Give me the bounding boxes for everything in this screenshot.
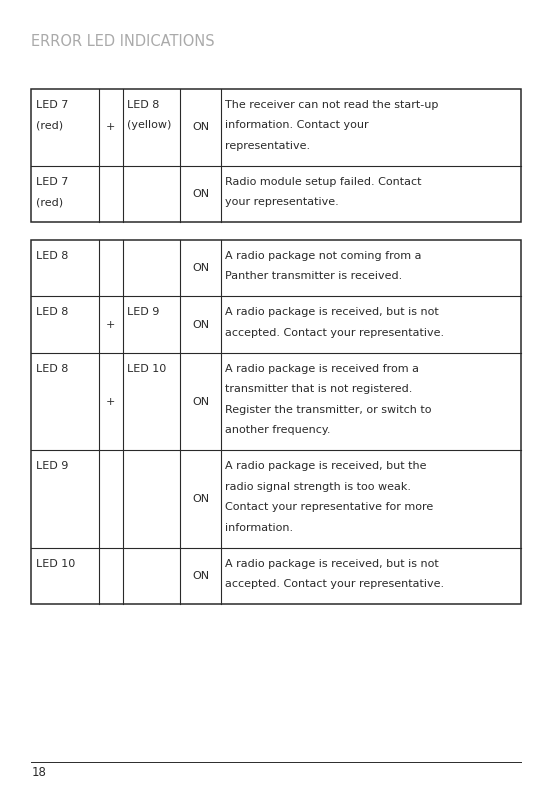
Text: Panther transmitter is received.: Panther transmitter is received. — [225, 271, 402, 281]
Text: LED 8: LED 8 — [36, 364, 68, 374]
Text: LED 8: LED 8 — [36, 251, 68, 261]
Text: Register the transmitter, or switch to: Register the transmitter, or switch to — [225, 405, 431, 415]
Text: ON: ON — [192, 320, 209, 329]
Text: Radio module setup failed. Contact: Radio module setup failed. Contact — [225, 177, 421, 187]
Text: The receiver can not read the start-up: The receiver can not read the start-up — [225, 100, 438, 110]
Text: +: + — [106, 320, 115, 329]
Text: your representative.: your representative. — [225, 197, 339, 208]
Text: ON: ON — [192, 571, 209, 581]
Bar — [31, 89, 521, 222]
Text: Contact your representative for more: Contact your representative for more — [225, 502, 433, 512]
Text: LED 10: LED 10 — [127, 364, 166, 374]
Text: another frequency.: another frequency. — [225, 425, 331, 435]
Text: LED 9: LED 9 — [36, 461, 68, 472]
Text: ON: ON — [192, 397, 209, 406]
Text: LED 8: LED 8 — [36, 307, 68, 318]
Text: 18: 18 — [31, 766, 46, 780]
Text: representative.: representative. — [225, 141, 310, 151]
Text: A radio package not coming from a: A radio package not coming from a — [225, 251, 421, 261]
Text: A radio package is received from a: A radio package is received from a — [225, 364, 419, 374]
Text: information.: information. — [225, 523, 293, 533]
Text: ERROR LED INDICATIONS: ERROR LED INDICATIONS — [31, 34, 215, 49]
Text: ON: ON — [192, 123, 209, 132]
Bar — [31, 240, 521, 604]
Text: LED 9: LED 9 — [127, 307, 159, 318]
Text: +: + — [106, 123, 115, 132]
Text: accepted. Contact your representative.: accepted. Contact your representative. — [225, 328, 444, 338]
Text: +: + — [106, 397, 115, 406]
Text: radio signal strength is too weak.: radio signal strength is too weak. — [225, 482, 411, 492]
Text: (red): (red) — [36, 197, 63, 208]
Text: (yellow): (yellow) — [127, 120, 171, 130]
Text: A radio package is received, but the: A radio package is received, but the — [225, 461, 427, 472]
Text: transmitter that is not registered.: transmitter that is not registered. — [225, 384, 412, 395]
Text: LED 7: LED 7 — [36, 177, 68, 187]
Text: LED 8: LED 8 — [127, 100, 159, 110]
Text: ON: ON — [192, 494, 209, 504]
Text: accepted. Contact your representative.: accepted. Contact your representative. — [225, 579, 444, 590]
Text: LED 7: LED 7 — [36, 100, 68, 110]
Text: information. Contact your: information. Contact your — [225, 120, 369, 130]
Text: A radio package is received, but is not: A radio package is received, but is not — [225, 307, 438, 318]
Text: LED 10: LED 10 — [36, 559, 75, 569]
Text: A radio package is received, but is not: A radio package is received, but is not — [225, 559, 438, 569]
Text: ON: ON — [192, 189, 209, 199]
Text: (red): (red) — [36, 120, 63, 130]
Text: ON: ON — [192, 263, 209, 273]
